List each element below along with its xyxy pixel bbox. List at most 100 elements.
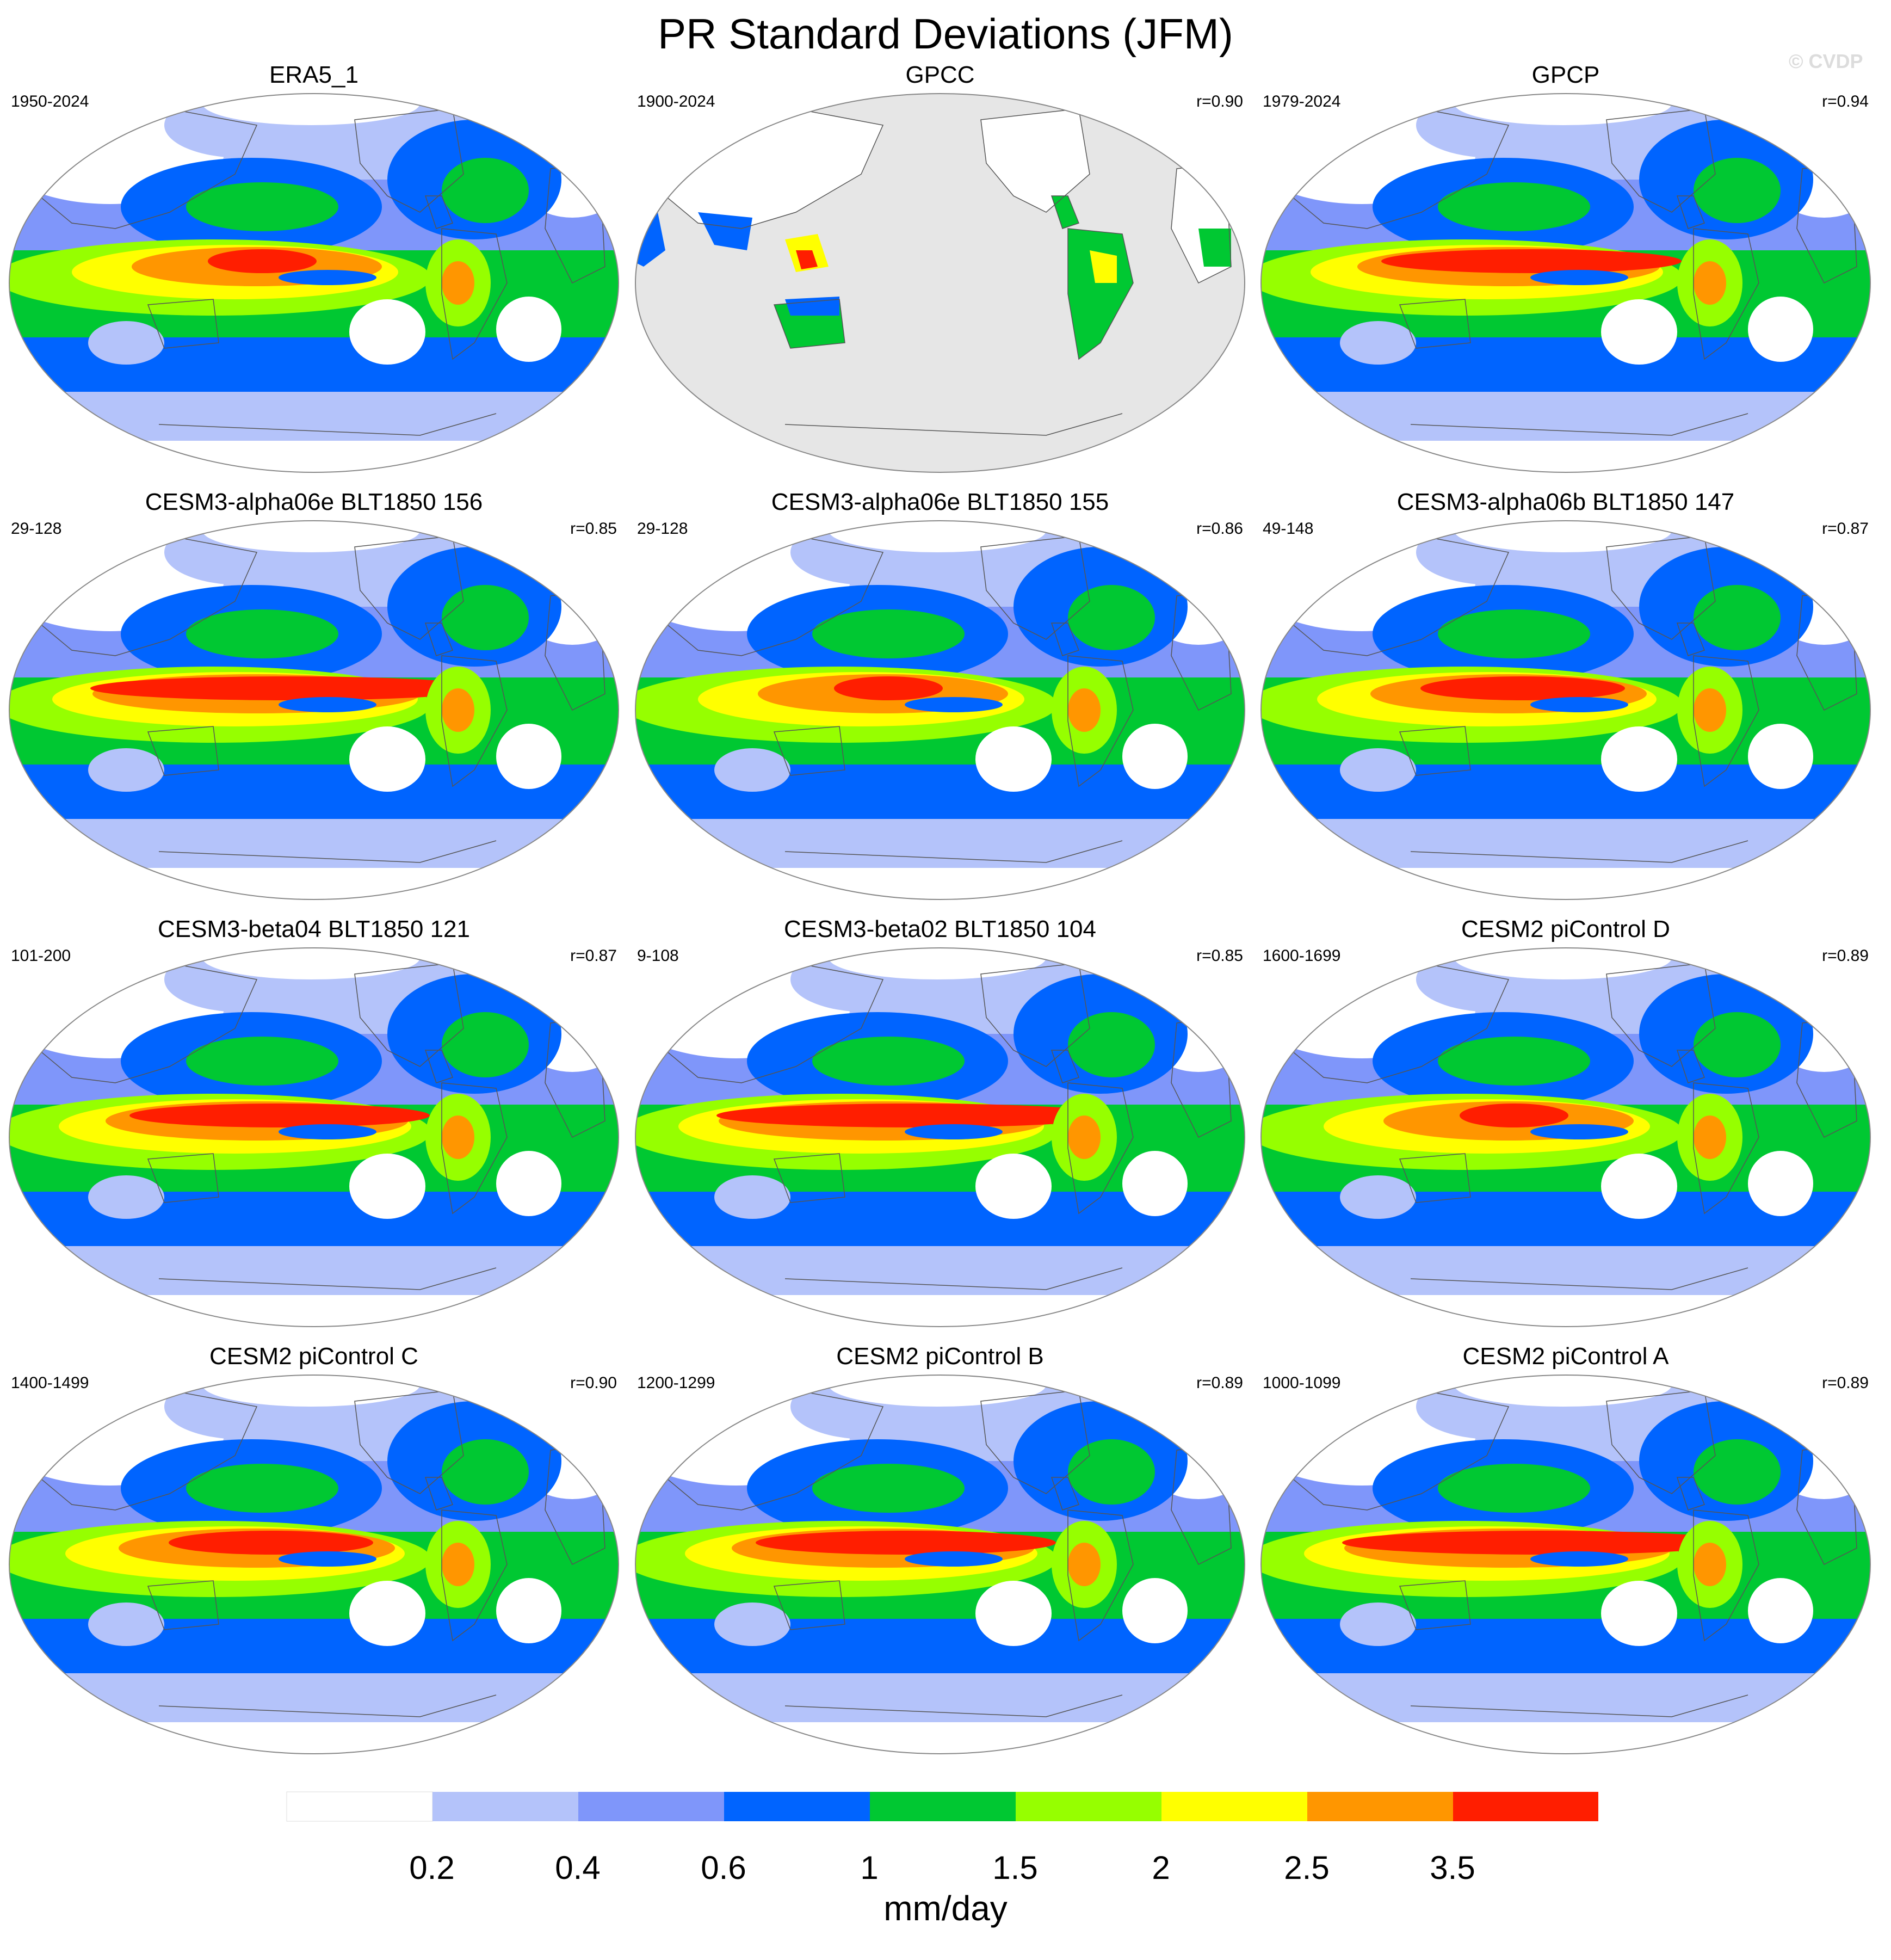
- panel-pattern-correlation: r=0.87: [1822, 520, 1869, 538]
- colorbar-swatch: [724, 1792, 870, 1821]
- map-boundary: [1260, 520, 1871, 900]
- map-panel: ERA5_1 1950-2024: [7, 60, 621, 479]
- map-panel: GPCC 1900-2024 r=0.90: [633, 60, 1247, 479]
- panel-title: CESM2 piControl C: [209, 1343, 418, 1370]
- panel-title: CESM3-alpha06e BLT1850 156: [145, 489, 483, 515]
- map-panel: CESM3-alpha06e BLT1850 156 29-128 r=0.85: [7, 487, 621, 906]
- precip-std-field: [9, 948, 619, 1327]
- panel-period: 101-200: [11, 947, 71, 965]
- map-boundary: [635, 947, 1245, 1327]
- colorbar-tick-label: 2: [1152, 1850, 1170, 1886]
- colorbar-swatch: [578, 1792, 724, 1821]
- colorbar-tick-label: 0.2: [409, 1850, 455, 1886]
- panel-title: GPCP: [1531, 61, 1600, 88]
- panel-pattern-correlation: r=0.94: [1822, 93, 1869, 110]
- colorbar-tick-label: 1.5: [992, 1850, 1038, 1886]
- panel-title: CESM3-alpha06b BLT1850 147: [1396, 489, 1735, 515]
- map-projection: [635, 93, 1245, 473]
- panel-pattern-correlation: r=0.90: [1196, 93, 1243, 110]
- panel-pattern-correlation: r=0.89: [1196, 1374, 1243, 1392]
- panel-period: 49-148: [1263, 520, 1314, 538]
- map-projection: [9, 1375, 619, 1754]
- panel-period: 1979-2024: [1263, 93, 1341, 110]
- map-panel: CESM2 piControl D 1600-1699 r=0.89: [1258, 914, 1873, 1333]
- colorbar-units: mm/day: [883, 1889, 1008, 1928]
- panel-pattern-correlation: r=0.89: [1822, 1374, 1869, 1392]
- map-projection: [9, 520, 619, 900]
- panel-period: 1950-2024: [11, 93, 89, 110]
- colorbar-tick-label: 3.5: [1430, 1850, 1475, 1886]
- map-boundary: [9, 93, 619, 473]
- map-boundary: [635, 93, 1245, 473]
- colorbar-swatch: [870, 1792, 1016, 1821]
- colorbar-swatch: [1453, 1792, 1598, 1821]
- map-boundary: [9, 520, 619, 900]
- panel-pattern-correlation: r=0.87: [570, 947, 617, 965]
- panel-period: 29-128: [11, 520, 62, 538]
- map-projection: [1260, 520, 1871, 900]
- panel-pattern-correlation: r=0.90: [570, 1374, 617, 1392]
- page-title: PR Standard Deviations (JFM): [658, 10, 1233, 58]
- map-panel: CESM2 piControl C 1400-1499 r=0.90: [7, 1341, 621, 1760]
- precip-std-field: [1261, 1375, 1870, 1754]
- panel-title: CESM2 piControl A: [1462, 1343, 1669, 1370]
- panel-period: 9-108: [637, 947, 679, 965]
- watermark: © CVDP: [1789, 50, 1863, 72]
- map-panel: GPCP 1979-2024 r=0.94: [1258, 60, 1873, 479]
- panel-period: 1400-1499: [11, 1374, 89, 1392]
- colorbar-tick-label: 2.5: [1284, 1850, 1330, 1886]
- map-projection: [9, 93, 619, 473]
- map-panel: CESM2 piControl B 1200-1299 r=0.89: [633, 1341, 1247, 1760]
- map-boundary: [9, 1375, 619, 1754]
- map-projection: [1260, 947, 1871, 1327]
- map-boundary: [9, 947, 619, 1327]
- panel-period: 1900-2024: [637, 93, 715, 110]
- panel-title: ERA5_1: [269, 61, 359, 88]
- colorbar-swatch: [1161, 1792, 1307, 1821]
- panel-title: GPCC: [905, 61, 975, 88]
- colorbar-swatch: [432, 1792, 578, 1821]
- map-boundary: [635, 1375, 1245, 1754]
- map-panel: CESM3-beta04 BLT1850 121 101-200 r=0.87: [7, 914, 621, 1333]
- panel-period: 1200-1299: [637, 1374, 715, 1392]
- panel-period: 1000-1099: [1263, 1374, 1341, 1392]
- map-boundary: [1260, 947, 1871, 1327]
- precip-std-field: [635, 94, 1245, 472]
- panel-pattern-correlation: r=0.89: [1822, 947, 1869, 965]
- colorbar: [286, 1791, 1598, 1822]
- panel-period: 29-128: [637, 520, 688, 538]
- map-projection: [635, 1375, 1245, 1754]
- colorbar-swatch: [1016, 1792, 1161, 1821]
- map-panel: CESM2 piControl A 1000-1099 r=0.89: [1258, 1341, 1873, 1760]
- map-projection: [1260, 93, 1871, 473]
- panel-period: 1600-1699: [1263, 947, 1341, 965]
- precip-std-field: [635, 1375, 1245, 1754]
- panel-title: CESM3-alpha06e BLT1850 155: [771, 489, 1109, 515]
- panel-pattern-correlation: r=0.85: [570, 520, 617, 538]
- colorbar-tick-label: 0.4: [555, 1850, 601, 1886]
- precip-std-field: [1261, 948, 1870, 1327]
- precip-std-field: [1261, 94, 1870, 472]
- colorbar-labels: 0.2 0.4 0.6 1 1.5 2 2.5 3.5: [0, 1849, 1891, 1893]
- colorbar-swatch: [286, 1791, 433, 1822]
- panel-title: CESM2 piControl B: [836, 1343, 1044, 1370]
- panel-title: CESM3-beta04 BLT1850 121: [158, 916, 470, 942]
- colorbar-swatch: [1307, 1792, 1453, 1821]
- precip-std-field: [1261, 521, 1870, 899]
- map-projection: [1260, 1375, 1871, 1754]
- map-boundary: [635, 520, 1245, 900]
- panel-title: CESM3-beta02 BLT1850 104: [784, 916, 1096, 942]
- map-panel: CESM3-beta02 BLT1850 104 9-108 r=0.85: [633, 914, 1247, 1333]
- panel-pattern-correlation: r=0.85: [1196, 947, 1243, 965]
- precip-std-field: [9, 1375, 619, 1754]
- colorbar-tick-label: 1: [860, 1850, 879, 1886]
- colorbar-tick-label: 0.6: [701, 1850, 746, 1886]
- precip-std-field: [9, 521, 619, 899]
- map-projection: [635, 947, 1245, 1327]
- precip-std-field: [9, 94, 619, 472]
- precip-std-field: [635, 521, 1245, 899]
- map-boundary: [1260, 93, 1871, 473]
- map-projection: [9, 947, 619, 1327]
- panel-pattern-correlation: r=0.86: [1196, 520, 1243, 538]
- map-projection: [635, 520, 1245, 900]
